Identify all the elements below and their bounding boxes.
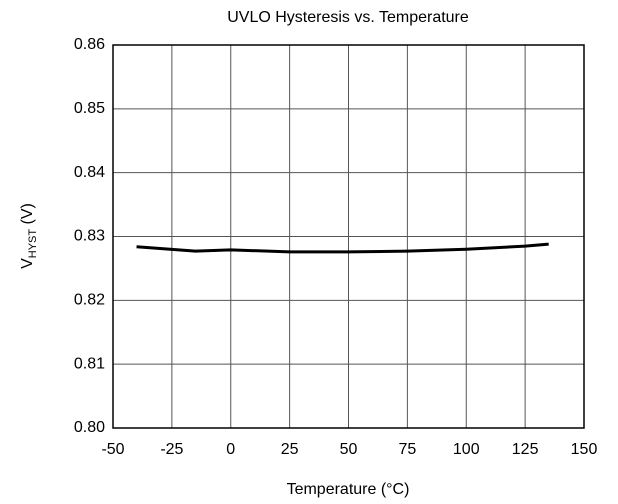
x-tick-label: 150 [571, 441, 598, 458]
y-tick-label: 0.84 [74, 164, 105, 181]
x-tick-label: -50 [101, 441, 124, 458]
x-tick-label: 75 [398, 441, 416, 458]
y-tick-label: 0.81 [74, 355, 105, 372]
x-axis-label: Temperature (°C) [287, 481, 410, 498]
x-tick-label: 125 [512, 441, 539, 458]
y-tick-label: 0.82 [74, 292, 105, 309]
x-tick-label: 50 [340, 441, 358, 458]
x-tick-label: 100 [453, 441, 480, 458]
y-axis-label: VHYST (V) [19, 203, 39, 269]
y-label-main: V [19, 258, 36, 269]
x-tick-label: 25 [281, 441, 299, 458]
y-label-unit: (V) [19, 203, 36, 229]
plot-frame [112, 44, 585, 429]
y-tick-label: 0.85 [74, 100, 105, 117]
y-tick-label: 0.83 [74, 228, 105, 245]
x-tick-label: -25 [160, 441, 183, 458]
y-label-sub: HYST [27, 229, 39, 259]
y-tick-label: 0.80 [74, 419, 105, 436]
chart-title: UVLO Hysteresis vs. Temperature [227, 9, 469, 26]
x-tick-label: 0 [226, 441, 235, 458]
line-series [136, 242, 549, 254]
y-tick-label: 0.86 [74, 36, 105, 53]
